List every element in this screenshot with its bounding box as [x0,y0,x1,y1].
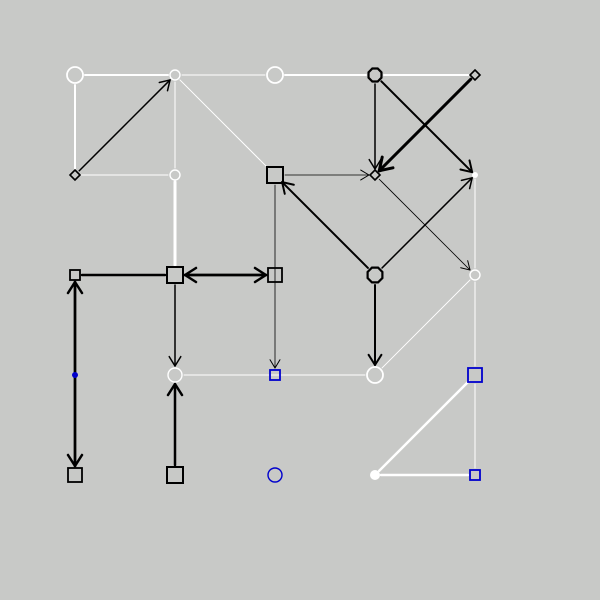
node-n24-square-icon [469,469,481,481]
arrowhead-icon [377,155,395,173]
node-n9-dot-icon [472,172,478,178]
arrowhead-icon [168,355,182,367]
node-n18-circle-icon [366,366,384,384]
arrowhead-icon [460,177,473,190]
node-n14-circle-icon [469,269,481,281]
arrowhead-icon [459,159,474,174]
edge-n21-n16 [166,382,184,467]
node-n6-circle-icon [169,169,181,181]
node-n7-square-icon [266,166,284,184]
edge-n3-n9 [380,80,474,174]
nodes-layer [66,66,483,484]
edge-line [381,279,471,369]
edge-n13-n9 [381,177,473,269]
edge-n13-n18 [367,284,383,366]
node-n0-circle-icon [66,66,84,84]
node-n11-square-icon [166,266,184,284]
edge-line [179,79,269,169]
node-n23-dot-icon [370,470,380,480]
edge-line [78,79,171,172]
edge-n11-n16 [168,284,182,367]
node-n20-square-icon [67,467,83,483]
arrowhead-icon [66,280,84,295]
node-n10-square-icon [69,269,81,281]
edge-line [381,177,473,269]
edges-layer [66,74,476,477]
arrowhead-icon [166,382,184,397]
node-n8-diamond-icon [368,168,382,182]
node-n17-square-icon [269,369,281,381]
node-n21-square-icon [166,466,184,484]
arrowhead-icon [460,260,471,271]
arrowhead-icon [158,79,171,92]
edge-n5-n1 [78,79,171,172]
node-n13-octagon-icon [366,266,384,284]
node-n16-circle-icon [167,367,183,383]
node-n19-square-icon [467,367,483,383]
edge-n12-n11 [183,266,268,284]
edge-line [380,80,474,174]
arrowhead-icon [183,266,198,284]
edge-n7-n17 [269,184,281,369]
node-n2-circle-icon [266,66,284,84]
node-n4-diamond-icon [468,68,482,82]
edge-line [377,380,470,473]
edge-line [281,181,369,269]
arrowhead-icon [269,359,281,369]
edge-n14-n18 [381,279,471,369]
node-n1-circle-icon [169,69,181,81]
node-n12-square-icon [267,267,283,283]
edge-n19-n23 [377,380,470,473]
node-n5-diamond-icon [68,168,82,182]
node-n15-dot-icon [72,372,78,378]
arrowhead-icon [367,353,383,366]
edge-n1-n7 [179,79,269,169]
node-n3-octagon-icon [367,67,383,83]
node-n22-circle-icon [267,467,283,483]
